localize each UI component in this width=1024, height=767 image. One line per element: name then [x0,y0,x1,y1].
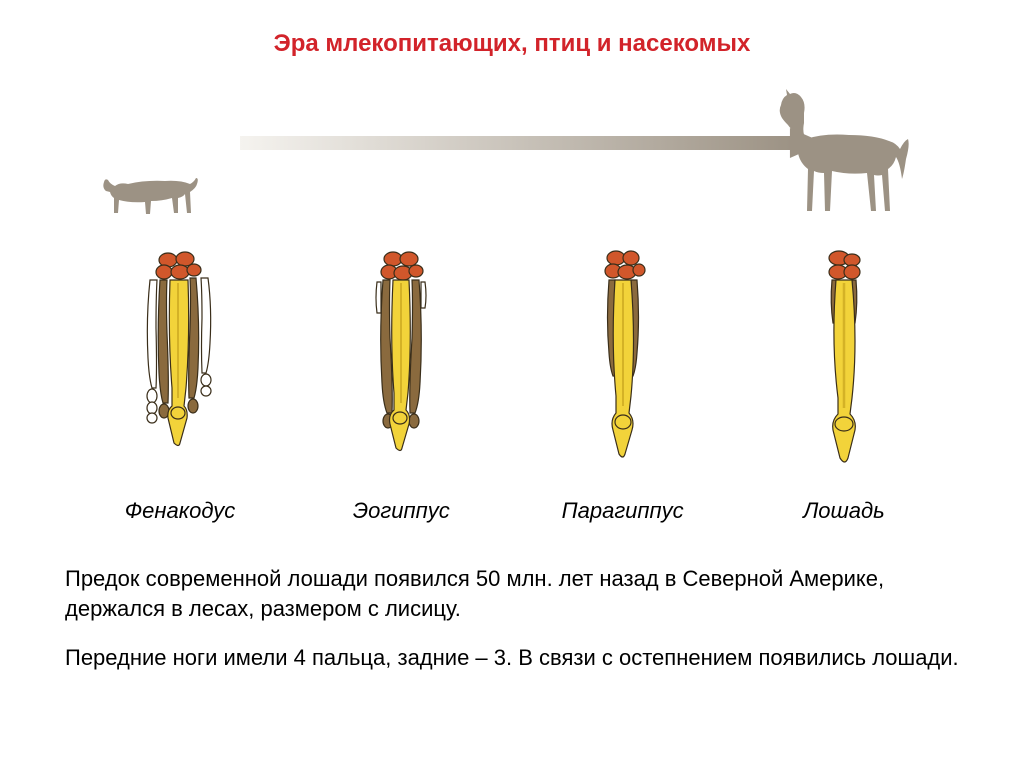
labels-row: Фенакодус Эогиппус Парагиппус Лошадь [60,498,964,554]
bone-horse [764,248,924,468]
label-phenacodus: Фенакодус [100,498,260,524]
label-eohippus: Эогиппус [321,498,481,524]
bone-eohippus [321,248,481,468]
paragraph-1: Предок современной лошади появился 50 мл… [60,564,964,623]
label-parahippus: Парагиппус [543,498,703,524]
ancestor-silhouette [100,158,210,228]
bone-parahippus [543,248,703,468]
bone-phenacodus [100,248,260,468]
silhouette-row [60,88,964,228]
label-horse: Лошадь [764,498,924,524]
page-title: Эра млекопитающих, птиц и насекомых [60,30,964,58]
bones-row [60,228,964,498]
paragraph-2: Передние ноги имели 4 пальца, задние – 3… [60,643,964,673]
evolution-arrow [240,128,824,158]
